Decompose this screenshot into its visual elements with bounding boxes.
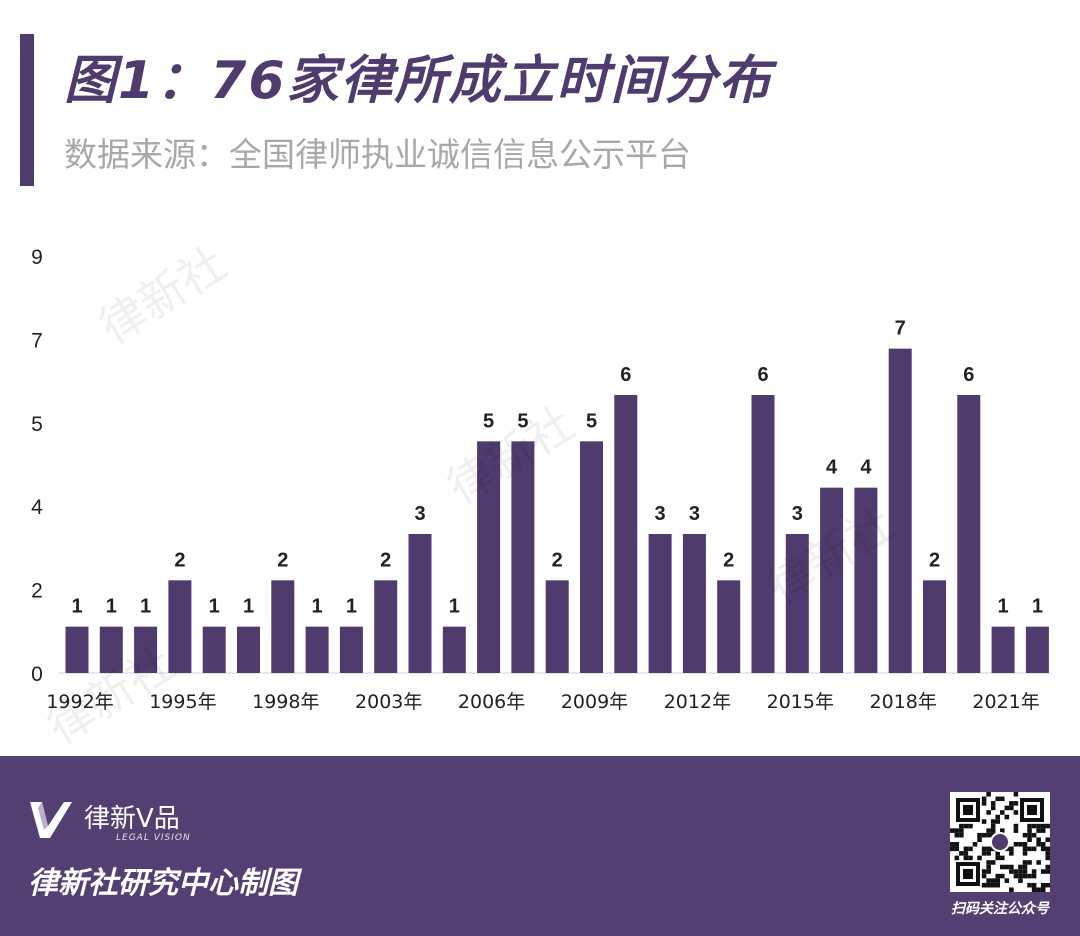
- data-label: 2: [277, 549, 288, 571]
- bar: [339, 626, 363, 673]
- bar: [820, 487, 844, 673]
- data-label: 1: [998, 596, 1009, 618]
- data-label: 3: [414, 503, 425, 525]
- data-label: 1: [346, 596, 357, 618]
- data-label: 7: [895, 318, 906, 340]
- data-label: 2: [723, 549, 734, 571]
- data-label: 5: [586, 410, 597, 432]
- data-label: 1: [140, 596, 151, 618]
- bar: [854, 487, 878, 673]
- y-tick-label: 4: [31, 496, 43, 519]
- bar: [545, 580, 569, 673]
- x-tick-label: 2021年: [972, 691, 1039, 713]
- bar: [168, 580, 192, 673]
- data-label: 5: [483, 410, 494, 432]
- x-tick-label: 1998年: [252, 691, 319, 713]
- x-tick-label: 2003年: [355, 691, 422, 713]
- bar: [648, 534, 672, 673]
- bar: [614, 395, 638, 673]
- chart-title: 图1：76家律所成立时间分布: [64, 51, 773, 111]
- data-label: 3: [792, 503, 803, 525]
- chart-subtitle: 数据来源：全国律师执业诚信信息公示平台: [64, 135, 691, 174]
- y-tick-label: 9: [31, 246, 43, 269]
- data-label: 3: [655, 503, 666, 525]
- data-label: 1: [243, 596, 254, 618]
- bar: [442, 626, 466, 673]
- y-tick-label: 0: [31, 663, 43, 686]
- brand-subtitle: LEGAL VISION: [116, 833, 191, 843]
- bar: [477, 441, 501, 673]
- bar: [202, 626, 226, 673]
- bar: [957, 395, 981, 673]
- data-label: 6: [757, 364, 768, 386]
- bar: [682, 534, 706, 673]
- bar: [305, 626, 329, 673]
- data-label: 5: [517, 410, 528, 432]
- qr-caption: 扫码关注公众号: [951, 901, 1049, 917]
- bar: [408, 534, 432, 673]
- brand-logo-icon: [30, 802, 72, 838]
- qr-code-icon[interactable]: [950, 792, 1050, 892]
- data-label: 1: [106, 596, 117, 618]
- bar: [65, 626, 89, 673]
- bar: [580, 441, 603, 673]
- data-label: 1: [1032, 596, 1043, 618]
- x-tick-label: 2009年: [561, 691, 628, 713]
- data-label: 4: [860, 457, 872, 479]
- bar: [271, 580, 295, 673]
- x-tick-label: 2006年: [458, 691, 525, 713]
- bar: [923, 580, 946, 673]
- x-tick-label: 2015年: [767, 691, 834, 713]
- bar: [751, 395, 775, 673]
- data-label: 6: [963, 364, 974, 386]
- data-label: 4: [826, 457, 838, 479]
- bar: [888, 348, 912, 673]
- data-label: 1: [71, 596, 82, 618]
- brand-name: 律新V品: [84, 804, 180, 834]
- footer-band: [0, 756, 1080, 936]
- y-tick-label: 2: [31, 580, 43, 603]
- data-label: 1: [209, 596, 220, 618]
- data-label: 3: [689, 503, 700, 525]
- x-tick-label: 1995年: [149, 691, 216, 713]
- data-label: 6: [620, 364, 631, 386]
- bar: [134, 626, 158, 673]
- bar: [717, 580, 741, 673]
- data-label: 2: [552, 549, 563, 571]
- bar: [785, 534, 809, 673]
- bar: [99, 626, 123, 673]
- chart-credit: 律新社研究中心制图: [28, 866, 298, 901]
- data-label: 2: [929, 549, 940, 571]
- bar: [374, 580, 398, 673]
- x-tick-label: 2018年: [870, 691, 937, 713]
- data-label: 1: [449, 596, 460, 618]
- bar: [237, 626, 260, 673]
- x-tick-label: 1992年: [46, 691, 113, 713]
- data-label: 2: [174, 549, 185, 571]
- data-label: 1: [312, 596, 323, 618]
- bar: [1025, 626, 1049, 673]
- y-tick-label: 7: [31, 329, 43, 352]
- bar: [991, 626, 1015, 673]
- bar: [511, 441, 535, 673]
- data-label: 2: [380, 549, 391, 571]
- x-tick-label: 2012年: [664, 691, 731, 713]
- header-accent-bar: [20, 34, 34, 186]
- y-tick-label: 5: [31, 413, 43, 436]
